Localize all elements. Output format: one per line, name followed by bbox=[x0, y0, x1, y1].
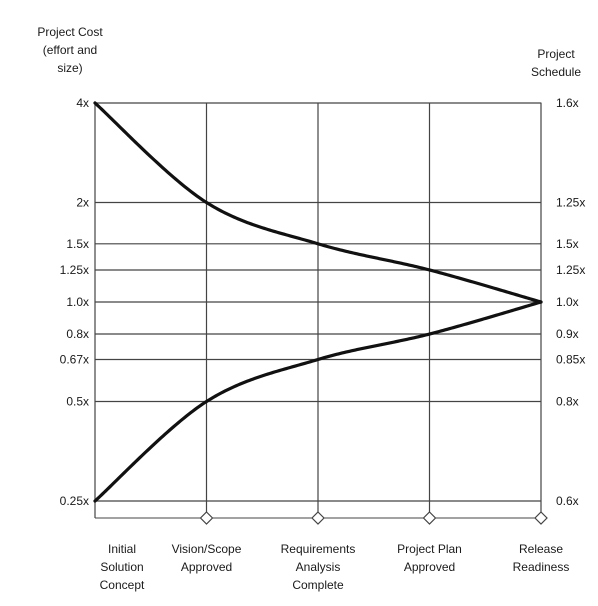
left-axis-title: Project Cost bbox=[37, 25, 103, 39]
right-tick-label: 1.25x bbox=[556, 263, 585, 277]
right-tick-label: 1.0x bbox=[556, 295, 579, 309]
category-label: Release bbox=[519, 542, 563, 556]
milestone-marker bbox=[311, 511, 325, 525]
left-tick-label: 0.5x bbox=[66, 395, 89, 409]
left-tick-label: 0.25x bbox=[60, 494, 89, 508]
left-tick-label: 1.5x bbox=[66, 237, 89, 251]
right-axis-title: Schedule bbox=[531, 65, 581, 79]
category-label: Analysis bbox=[296, 560, 341, 574]
left-tick-label: 0.67x bbox=[60, 352, 89, 366]
category-label: Initial bbox=[108, 542, 136, 556]
left-tick-label: 1.0x bbox=[66, 295, 89, 309]
category-label: Project Plan bbox=[397, 542, 462, 556]
category-label: Solution bbox=[100, 560, 143, 574]
left-tick-label: 2x bbox=[76, 196, 89, 210]
category-label: Approved bbox=[181, 560, 232, 574]
category-label: Requirements bbox=[281, 542, 356, 556]
category-label: Concept bbox=[100, 578, 145, 592]
right-tick-label: 0.9x bbox=[556, 327, 579, 341]
milestone-marker bbox=[422, 511, 437, 525]
lower-cost-curve bbox=[93, 300, 543, 503]
right-tick-label: 0.6x bbox=[556, 494, 579, 508]
right-tick-label: 1.6x bbox=[556, 96, 579, 110]
left-axis-title: (effort and bbox=[43, 43, 97, 57]
upper-cost-curve bbox=[93, 101, 543, 304]
right-tick-label: 0.8x bbox=[556, 395, 579, 409]
left-tick-label: 4x bbox=[76, 96, 89, 110]
category-label: Vision/Scope bbox=[172, 542, 242, 556]
right-tick-label: 1.25x bbox=[556, 196, 585, 210]
right-tick-label: 1.5x bbox=[556, 237, 579, 251]
category-label: Readiness bbox=[513, 560, 570, 574]
left-tick-label: 1.25x bbox=[60, 263, 89, 277]
right-axis-title: Project bbox=[537, 47, 575, 61]
milestone-marker bbox=[534, 511, 548, 525]
milestone-marker bbox=[199, 511, 214, 525]
category-label: Approved bbox=[404, 560, 455, 574]
left-axis-title: size) bbox=[57, 61, 82, 75]
category-label: Complete bbox=[292, 578, 344, 592]
right-tick-label: 0.85x bbox=[556, 352, 585, 366]
left-tick-label: 0.8x bbox=[66, 327, 89, 341]
